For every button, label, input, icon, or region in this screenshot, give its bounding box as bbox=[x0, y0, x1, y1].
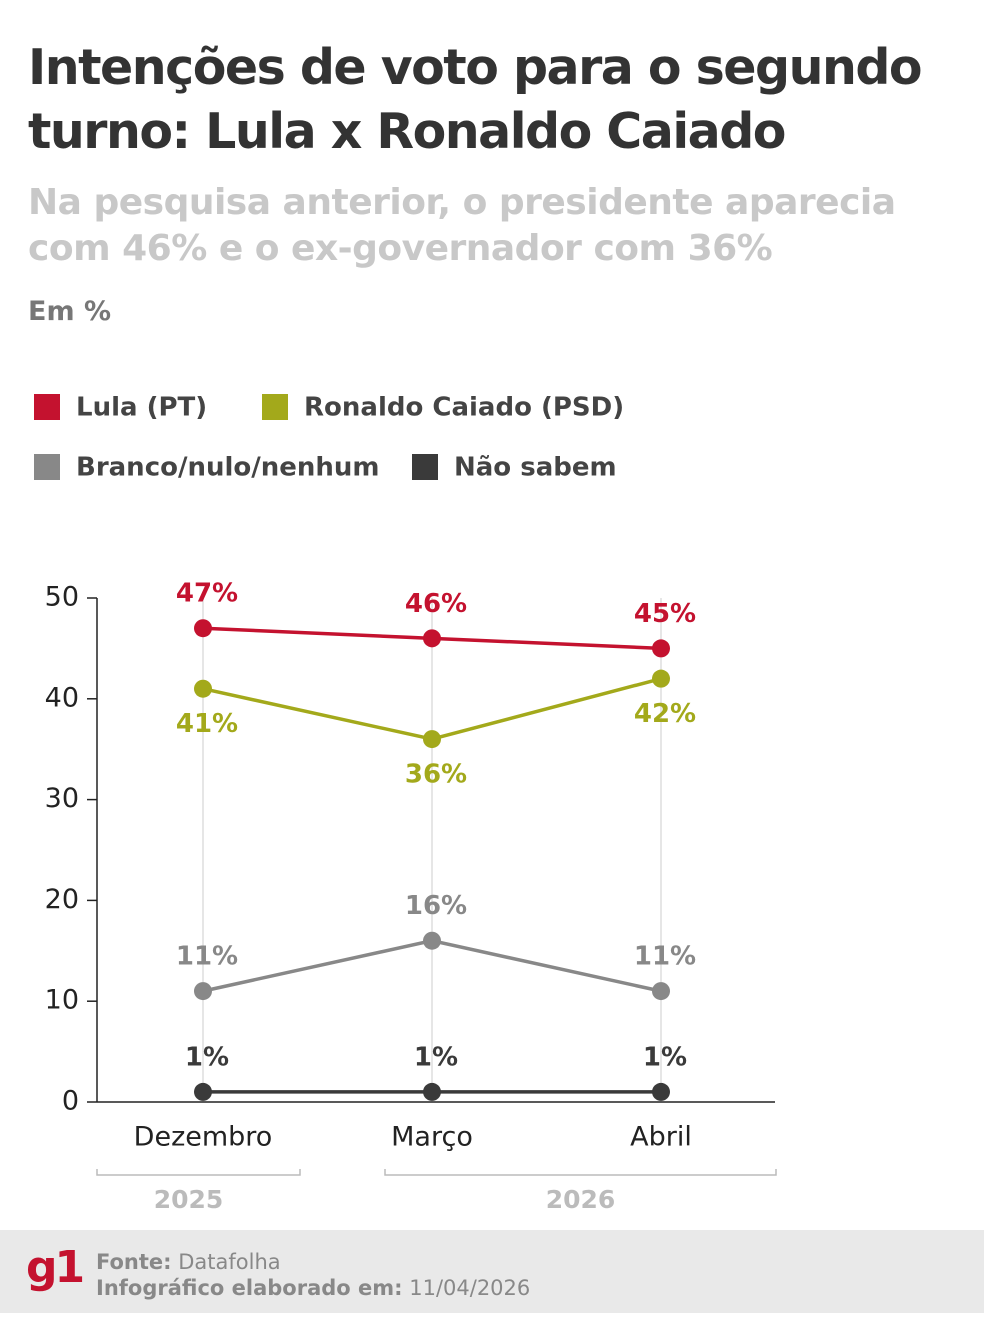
unit-label: Em % bbox=[28, 296, 112, 327]
point bbox=[652, 1082, 670, 1101]
x-tick-label: Março bbox=[391, 1122, 473, 1153]
subtitle: Na pesquisa anterior, o presidente apare… bbox=[28, 182, 896, 269]
value-label: 47% bbox=[176, 579, 238, 609]
chart: Lula (PT) Ronaldo Caiado (PSD) Branco/nulo… bbox=[34, 393, 777, 1214]
point bbox=[423, 629, 441, 648]
point bbox=[652, 982, 670, 1001]
point bbox=[194, 679, 212, 698]
year-bracket bbox=[384, 1169, 777, 1176]
year-label: 2026 bbox=[546, 1185, 616, 1214]
value-label: 1% bbox=[414, 1042, 458, 1072]
value-label: 36% bbox=[405, 760, 467, 790]
y-tick-label: 20 bbox=[45, 884, 79, 915]
date: 11/04/2026 bbox=[409, 1276, 531, 1300]
source-label: Fonte: bbox=[96, 1250, 172, 1274]
legend-swatch bbox=[34, 394, 60, 420]
value-label: 16% bbox=[405, 891, 467, 921]
date-line: Infográfico elaborado em: 11/04/2026 bbox=[96, 1276, 530, 1300]
y-tick-label: 0 bbox=[62, 1086, 79, 1117]
point bbox=[423, 1082, 441, 1101]
point bbox=[423, 931, 441, 950]
value-label: 11% bbox=[176, 942, 238, 972]
y-tick-label: 50 bbox=[45, 582, 79, 613]
legend-label: Não sabem bbox=[454, 453, 617, 483]
year-bracket bbox=[96, 1169, 301, 1176]
value-label: 1% bbox=[643, 1042, 687, 1072]
point bbox=[652, 669, 670, 688]
logo: g1 bbox=[26, 1242, 85, 1293]
y-tick-label: 40 bbox=[45, 682, 79, 713]
point bbox=[194, 982, 212, 1001]
value-label: 45% bbox=[634, 599, 696, 629]
value-label: 1% bbox=[185, 1042, 229, 1072]
value-label: 41% bbox=[176, 709, 238, 739]
source-line: Fonte: Datafolha bbox=[96, 1250, 281, 1274]
point bbox=[194, 1082, 212, 1101]
value-label: 42% bbox=[634, 699, 696, 729]
value-label: 46% bbox=[405, 589, 467, 619]
legend-label: Branco/nulo/nenhum bbox=[76, 453, 380, 483]
year-label: 2025 bbox=[154, 1185, 224, 1214]
y-tick-label: 10 bbox=[45, 985, 79, 1016]
point bbox=[652, 639, 670, 658]
date-label: Infográfico elaborado em: bbox=[96, 1276, 403, 1300]
x-tick-label: Dezembro bbox=[134, 1122, 273, 1153]
title: Intenções de voto para o segundo turno: … bbox=[28, 39, 923, 160]
legend-label: Lula (PT) bbox=[76, 393, 207, 423]
point bbox=[423, 730, 441, 749]
legend-swatch bbox=[34, 454, 60, 480]
source: Datafolha bbox=[178, 1250, 281, 1274]
footer: g1 Fonte: Datafolha Infográfico elaborad… bbox=[0, 1230, 984, 1313]
legend-swatch bbox=[412, 454, 438, 480]
x-tick-label: Abril bbox=[630, 1122, 692, 1153]
legend-swatch bbox=[262, 394, 288, 420]
legend-label: Ronaldo Caiado (PSD) bbox=[304, 393, 624, 423]
y-tick-label: 30 bbox=[45, 783, 79, 814]
value-label: 11% bbox=[634, 942, 696, 972]
point bbox=[194, 619, 212, 638]
